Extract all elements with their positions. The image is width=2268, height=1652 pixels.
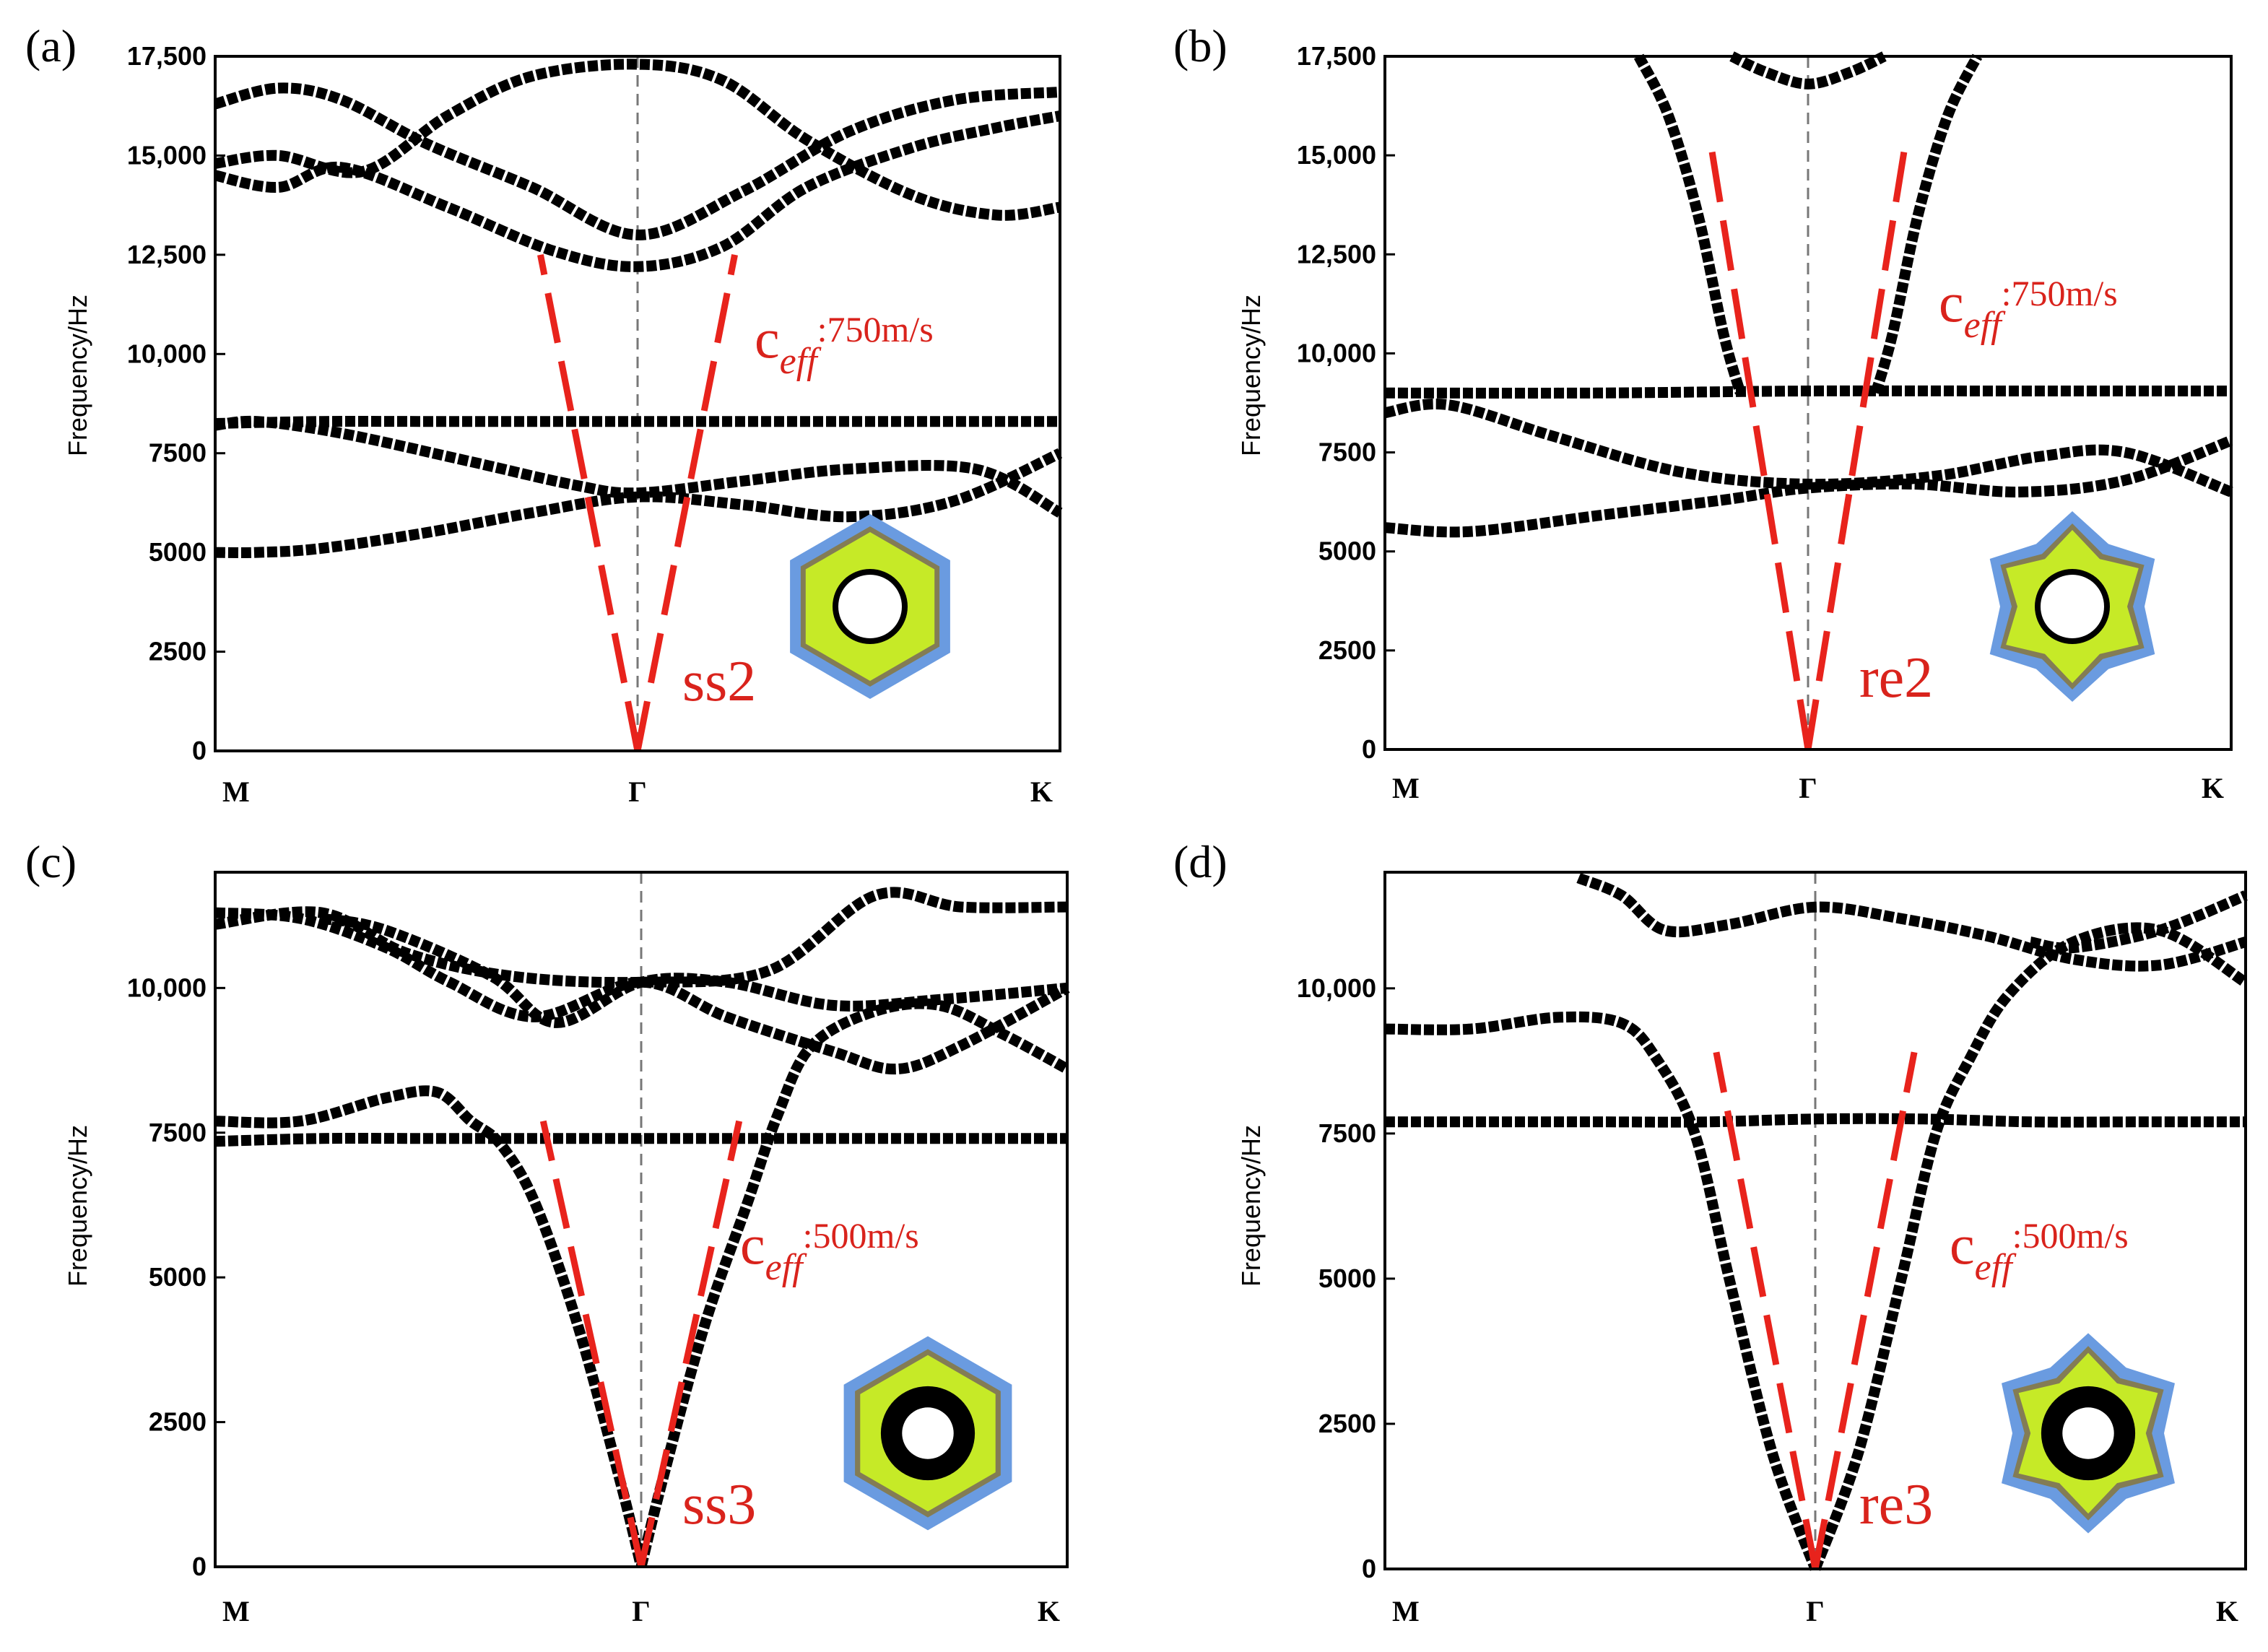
band-band-5 — [1633, 53, 1746, 395]
band-band-2 — [1383, 399, 2233, 497]
y-tick-label: 17,500 — [1297, 41, 1376, 71]
band-band-2 — [214, 1085, 647, 1568]
y-tick-label: 2500 — [149, 1407, 207, 1437]
band-band-6 — [1870, 53, 1983, 395]
y-axis-label: Frequency/Hz — [1236, 1125, 1266, 1287]
x-tick-label: Γ — [632, 1595, 650, 1627]
y-tick-label: 5000 — [1318, 1264, 1376, 1293]
y-tick-label: 0 — [1362, 734, 1376, 764]
panel-b: (b) Frequency/Hz 0 2500 5000 7500 10,000 12,5… — [1173, 20, 2233, 804]
panel-label: (d) — [1173, 836, 1228, 887]
effective-speed-line-right — [638, 1120, 743, 1568]
y-tick-label: 10,000 — [127, 339, 207, 368]
structure-hole — [2041, 575, 2104, 638]
structure-label: ss2 — [682, 650, 756, 713]
band-band-5 — [2029, 890, 2248, 954]
structure-label: ss3 — [682, 1473, 756, 1536]
y-tick-label: 5000 — [1318, 536, 1376, 566]
structure-hole — [838, 575, 902, 638]
structure-label: re3 — [1859, 1473, 1933, 1536]
y-tick-label: 10,000 — [127, 973, 207, 1002]
band-band-3 — [1384, 385, 2231, 399]
y-tick-label: 15,000 — [127, 140, 207, 170]
band-band-1 — [214, 448, 1063, 559]
speed-label: ceff:500m/s — [1950, 1213, 2129, 1288]
structure-hole — [2062, 1407, 2114, 1459]
speed-label: ceff:750m/s — [1939, 271, 2118, 346]
band-band-2 — [1384, 1011, 1821, 1571]
structure-label: re2 — [1859, 646, 1933, 710]
band-band-3 — [214, 416, 1060, 429]
effective-speed-line-left — [1707, 142, 1812, 750]
effective-speed-line-left — [537, 253, 641, 752]
effective-speed-line-right — [1812, 1051, 1918, 1570]
plot-frame — [1383, 55, 2233, 751]
x-tick-label: K — [1030, 775, 1053, 808]
y-tick-label: 0 — [1362, 1554, 1376, 1583]
band-band-4 — [1576, 872, 2248, 972]
band-band-6 — [321, 913, 1068, 1028]
x-tick-label: Γ — [1799, 772, 1817, 804]
x-tick-label: K — [1038, 1595, 1060, 1627]
y-tick-label: 5000 — [149, 1262, 207, 1292]
panel-label: (a) — [25, 20, 77, 71]
panel-a: (a) Frequency/Hz 0 2500 5000 7500 10,000 12,5… — [25, 20, 1063, 808]
y-tick-label: 2500 — [1318, 635, 1376, 665]
speed-label: ceff:500m/s — [740, 1213, 919, 1288]
band-band-6 — [213, 82, 1061, 240]
band-band-1 — [214, 1132, 1067, 1147]
y-tick-label: 0 — [192, 736, 207, 765]
band-band-3 — [1809, 922, 2249, 1571]
x-tick-label: K — [2202, 772, 2224, 804]
x-tick-label: K — [2216, 1595, 2238, 1627]
band-band-4 — [214, 907, 1070, 1075]
band-band-2 — [214, 415, 1063, 518]
structure-hole — [902, 1407, 954, 1459]
y-tick-label: 15,000 — [1297, 140, 1376, 170]
panel-label: (b) — [1173, 20, 1228, 71]
effective-speed-line-left — [1713, 1051, 1819, 1570]
y-tick-label: 0 — [192, 1552, 207, 1581]
y-tick-label: 10,000 — [1297, 973, 1376, 1003]
y-tick-label: 10,000 — [1297, 338, 1376, 368]
band-band-1 — [1384, 435, 2233, 538]
x-tick-label: M — [1392, 1595, 1420, 1627]
y-tick-label: 17,500 — [127, 41, 207, 71]
y-tick-label: 12,500 — [1297, 239, 1376, 269]
band-band-4 — [1729, 51, 1887, 90]
x-tick-label: M — [222, 1595, 250, 1627]
y-axis-label: Frequency/Hz — [63, 295, 92, 456]
x-tick-label: Γ — [628, 775, 646, 808]
x-tick-label: M — [222, 775, 250, 808]
plot-frame — [214, 55, 1061, 752]
y-tick-label: 12,500 — [127, 240, 207, 269]
panel-label: (c) — [25, 836, 77, 887]
y-tick-label: 7500 — [149, 438, 207, 468]
y-axis-label: Frequency/Hz — [1236, 295, 1266, 456]
y-tick-label: 2500 — [1318, 1409, 1376, 1438]
band-band-1 — [1385, 1113, 2246, 1128]
y-axis-label: Frequency/Hz — [63, 1125, 92, 1287]
y-tick-label: 7500 — [1318, 438, 1376, 467]
plot-frame — [1383, 871, 2247, 1570]
x-tick-label: Γ — [1806, 1595, 1824, 1627]
effective-speed-line-left — [539, 1120, 645, 1568]
y-tick-label: 7500 — [149, 1118, 207, 1147]
y-tick-label: 2500 — [149, 637, 207, 666]
speed-label: ceff:750m/s — [755, 307, 934, 382]
effective-speed-line-right — [1804, 142, 1909, 750]
x-tick-label: M — [1392, 772, 1420, 804]
band-band-3 — [635, 998, 1070, 1568]
band-band-5 — [214, 58, 1061, 221]
y-tick-label: 5000 — [149, 537, 207, 567]
plot-frame — [214, 871, 1069, 1568]
y-tick-label: 7500 — [1318, 1118, 1376, 1148]
effective-speed-line-right — [634, 253, 738, 752]
